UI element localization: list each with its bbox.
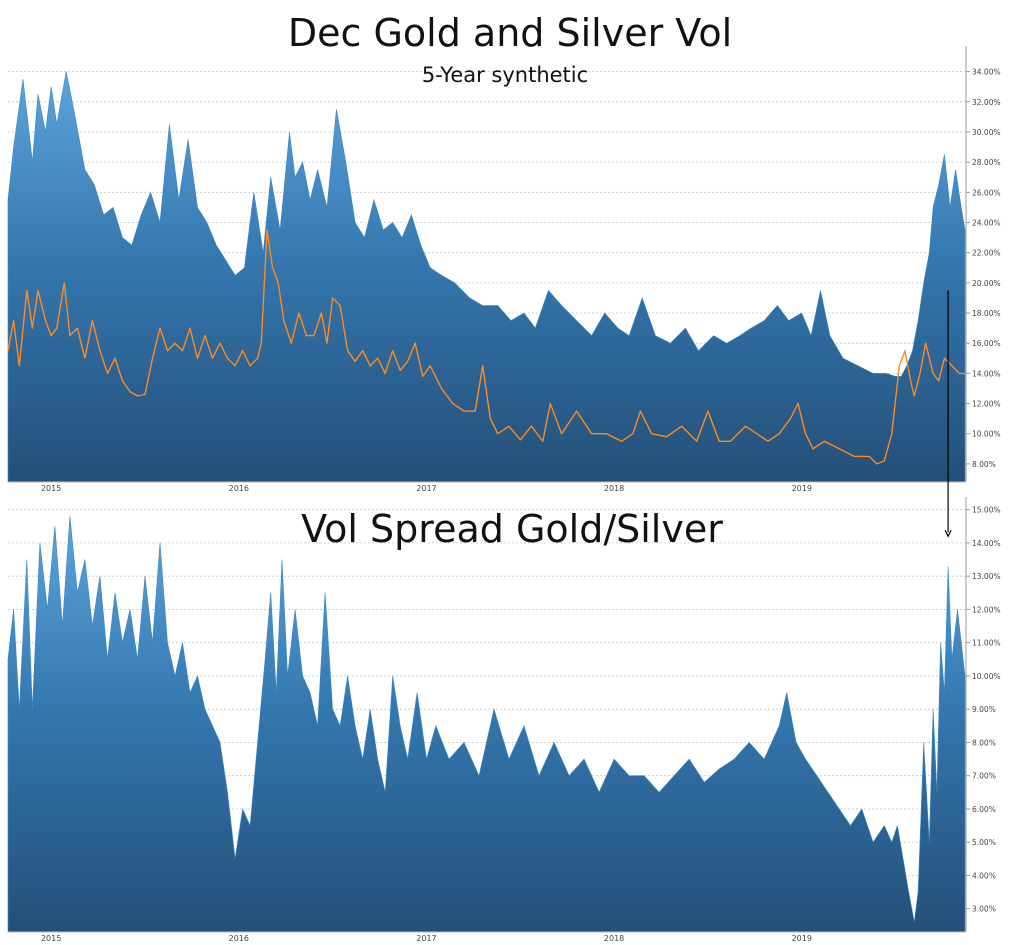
- gold-silver-vol-y-axis: 8.00% 10.00% 12.00% 14.00% 16.00% 18.00% 20.00…: [965, 46, 1001, 482]
- x-tick-label: 2015: [41, 934, 61, 943]
- vol-spread-series: [7, 516, 966, 933]
- y-tick-label: 32.00%: [972, 98, 1001, 107]
- y-tick-label: 10.00%: [972, 672, 1001, 681]
- x-tick-label: 2019: [792, 484, 812, 493]
- x-tick-label: 2015: [41, 484, 61, 493]
- chart-title-vol-spread: Vol Spread Gold/Silver: [301, 507, 723, 551]
- y-tick-label: 15.00%: [972, 506, 1001, 515]
- x-tick-label: 2017: [416, 934, 436, 943]
- vol-spread-x-axis: 2015 2016 2017 2018 2019: [8, 931, 966, 943]
- y-tick-label: 8.00%: [972, 738, 996, 747]
- y-tick-label: 18.00%: [972, 309, 1001, 318]
- y-tick-label: 24.00%: [972, 218, 1001, 227]
- vol-spread-area: [7, 516, 966, 933]
- y-tick-label: 13.00%: [972, 572, 1001, 581]
- chart-subtitle: 5-Year synthetic: [422, 63, 588, 87]
- y-tick-label: 4.00%: [972, 871, 996, 880]
- y-tick-label: 28.00%: [972, 158, 1001, 167]
- y-tick-label: 9.00%: [972, 705, 996, 714]
- silver-vol-line: [7, 229, 965, 465]
- gold-vol-area: [7, 71, 966, 483]
- chart-title-gold-silver-vol: Dec Gold and Silver Vol: [288, 11, 732, 55]
- x-tick-label: 2016: [229, 934, 249, 943]
- y-tick-label: 26.00%: [972, 188, 1001, 197]
- y-tick-label: 16.00%: [972, 339, 1001, 348]
- y-tick-label: 5.00%: [972, 838, 996, 847]
- y-tick-label: 14.00%: [972, 369, 1001, 378]
- gold-silver-vol-panel: 8.00% 10.00% 12.00% 14.00% 16.00% 18.00% 20.00…: [7, 11, 1001, 493]
- y-tick-label: 14.00%: [972, 539, 1001, 548]
- annotation-layer: [944, 290, 952, 538]
- y-tick-label: 10.00%: [972, 430, 1001, 439]
- x-tick-label: 2017: [416, 484, 436, 493]
- x-tick-label: 2016: [229, 484, 249, 493]
- x-tick-label: 2018: [604, 484, 624, 493]
- annotation-arrow-head: [944, 529, 952, 538]
- gold-silver-vol-series: [7, 71, 966, 483]
- y-tick-label: 11.00%: [972, 639, 1001, 648]
- x-tick-label: 2018: [604, 934, 624, 943]
- y-tick-label: 3.00%: [972, 905, 996, 914]
- y-tick-label: 22.00%: [972, 249, 1001, 258]
- y-tick-label: 20.00%: [972, 279, 1001, 288]
- x-tick-label: 2019: [792, 934, 812, 943]
- y-tick-label: 6.00%: [972, 805, 996, 814]
- y-tick-label: 8.00%: [972, 460, 996, 469]
- y-tick-label: 12.00%: [972, 400, 1001, 409]
- y-tick-label: 7.00%: [972, 772, 996, 781]
- vol-spread-panel: 3.00% 4.00% 5.00% 6.00% 7.00% 8.00% 9.00% 10.00…: [7, 497, 1001, 943]
- y-tick-label: 12.00%: [972, 605, 1001, 614]
- y-tick-label: 30.00%: [972, 128, 1001, 137]
- y-tick-label: 34.00%: [972, 68, 1001, 77]
- vol-spread-y-axis: 3.00% 4.00% 5.00% 6.00% 7.00% 8.00% 9.00% 10.00…: [965, 497, 1001, 932]
- gold-silver-vol-x-axis: 2015 2016 2017 2018 2019: [8, 481, 966, 493]
